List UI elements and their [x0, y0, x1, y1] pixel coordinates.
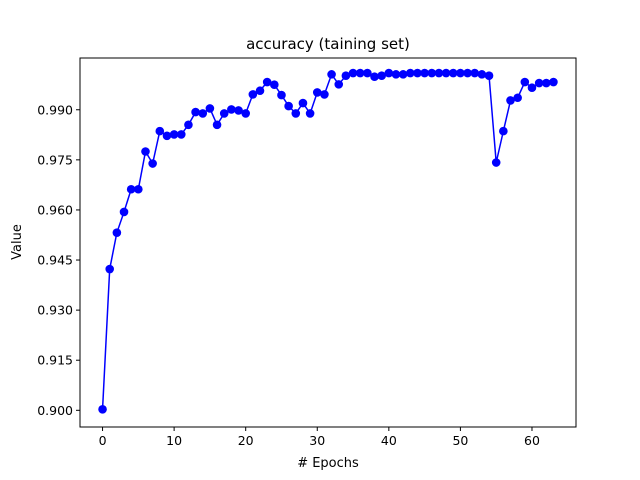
data-point: [312, 88, 322, 97]
y-tick-label: 0.915: [37, 353, 73, 368]
data-point: [184, 120, 193, 130]
data-point: [119, 207, 129, 217]
axes-frame: [79, 57, 577, 428]
data-point: [341, 71, 351, 80]
data-point: [305, 109, 315, 118]
data-point: [427, 68, 437, 78]
data-point: [169, 130, 179, 139]
x-tick-label: 40: [381, 433, 397, 448]
x-tick-label: 30: [309, 433, 325, 448]
data-point: [377, 71, 386, 80]
data-point: [484, 71, 494, 80]
data-point: [241, 109, 250, 118]
data-point: [413, 68, 422, 78]
data-point: [112, 228, 122, 237]
data-point: [470, 68, 480, 78]
data-point: [384, 68, 394, 78]
data-point: [126, 184, 136, 194]
data-point: [155, 126, 165, 136]
data-point: [212, 120, 222, 130]
data-point: [491, 158, 501, 167]
data-point: [513, 93, 522, 103]
data-point: [391, 70, 401, 79]
data-point: [191, 107, 200, 117]
data-point: [542, 78, 551, 88]
y-axis-label: Value: [10, 224, 25, 260]
x-axis: 0 10 20 30 40 50 60: [99, 427, 540, 448]
y-tick-label: 0.930: [37, 303, 73, 318]
data-point: [234, 106, 243, 115]
data-point: [406, 68, 415, 78]
data-point: [370, 72, 379, 81]
data-point: [298, 98, 308, 108]
data-point: [176, 130, 186, 139]
data-point: [441, 68, 451, 78]
data-point: [348, 68, 358, 78]
data-point: [284, 101, 293, 111]
y-tick-label: 0.900: [37, 403, 73, 418]
x-tick-label: 10: [166, 433, 182, 448]
data-point: [434, 68, 444, 78]
data-point: [141, 147, 150, 156]
data-point: [148, 159, 157, 168]
x-tick-label: 0: [99, 433, 107, 448]
data-point: [334, 80, 344, 89]
chart-title: accuracy (taining set): [246, 35, 410, 53]
data-point: [134, 184, 143, 194]
y-tick-label: 0.960: [37, 202, 73, 217]
data-point: [162, 131, 172, 141]
data-point: [463, 68, 472, 78]
y-tick-label: 0.975: [37, 152, 73, 167]
data-point: [363, 68, 372, 78]
data-point: [520, 77, 530, 87]
data-point: [499, 126, 508, 136]
data-point: [255, 86, 265, 96]
data-point: [219, 109, 229, 118]
data-point: [270, 80, 279, 90]
data-point: [456, 68, 465, 78]
data-point: [248, 90, 258, 99]
data-point: [549, 77, 558, 87]
data-point: [327, 70, 336, 79]
data-point: [105, 264, 114, 274]
data-point: [355, 68, 365, 78]
data-point: [320, 90, 329, 99]
x-tick-label: 50: [452, 433, 468, 448]
data-point: [98, 405, 107, 414]
plot-area: [98, 68, 558, 414]
data-point: [277, 90, 286, 100]
data-point: [398, 70, 408, 79]
data-point: [205, 104, 215, 113]
data-point: [527, 83, 537, 93]
y-axis: 0.900 0.915 0.930 0.945 0.960 0.975 0.990: [37, 102, 80, 418]
y-tick-label: 0.945: [37, 253, 73, 268]
data-point: [291, 109, 301, 118]
x-tick-label: 20: [238, 433, 254, 448]
data-point: [227, 105, 236, 114]
data-point: [420, 68, 429, 78]
data-point: [534, 78, 544, 88]
data-point: [448, 68, 458, 78]
data-point: [198, 109, 208, 118]
x-tick-label: 60: [524, 433, 540, 448]
data-point: [506, 96, 515, 105]
y-tick-label: 0.990: [37, 102, 73, 117]
data-point: [262, 77, 272, 87]
x-axis-label: # Epochs: [297, 456, 359, 471]
data-point: [477, 70, 487, 79]
